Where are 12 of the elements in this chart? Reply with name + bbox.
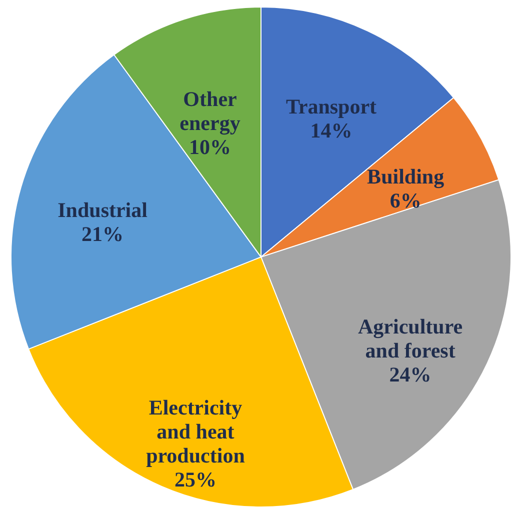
data-label: 21%: [82, 222, 124, 246]
slice-label: Building: [367, 164, 445, 189]
data-label: 25%: [174, 467, 216, 492]
slice-label: Transport: [286, 94, 377, 119]
data-label: 10%: [189, 135, 232, 160]
slice-label: Electricity and heat production: [146, 395, 246, 468]
data-label: 6%: [390, 188, 422, 213]
slice-label: Agriculture and forest: [358, 314, 463, 362]
data-label: 24%: [389, 362, 432, 386]
data-label: 14%: [310, 118, 352, 143]
slice-label: Industrial: [58, 198, 148, 222]
slice-label: Other energy: [180, 87, 241, 136]
